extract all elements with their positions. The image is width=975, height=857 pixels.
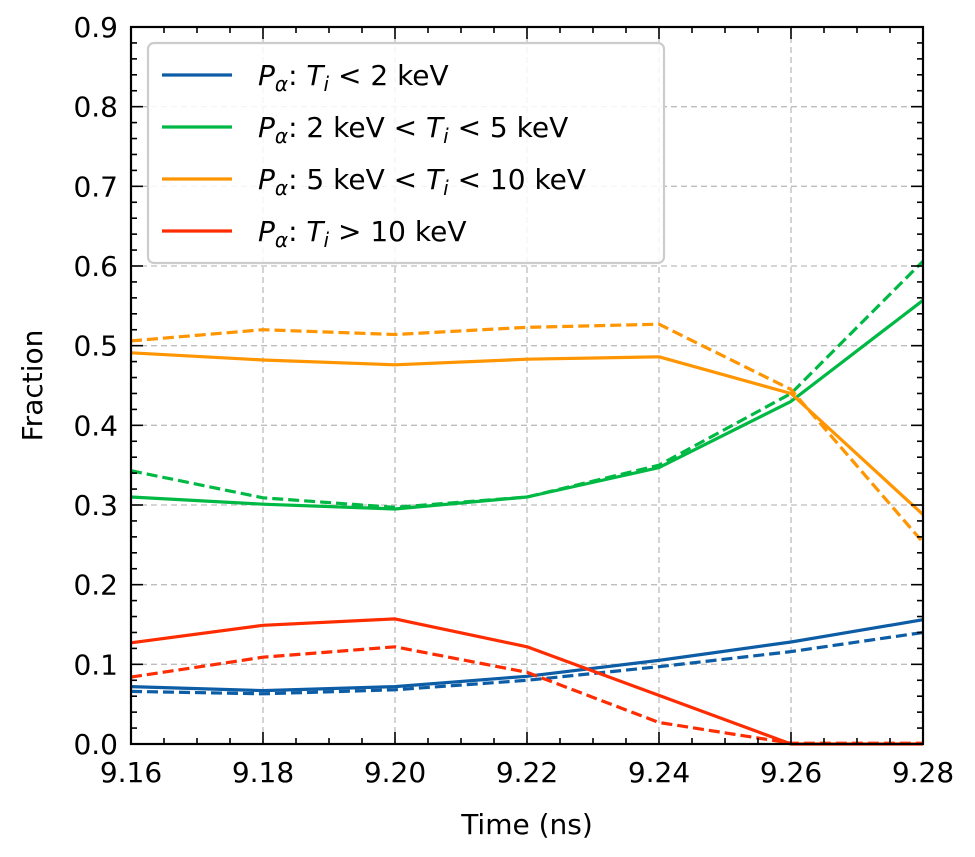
x-tick-label: 9.18	[232, 756, 294, 789]
x-tick-label: 9.28	[892, 756, 954, 789]
y-tick-label: 0.6	[73, 250, 118, 283]
series-line	[130, 618, 924, 693]
series-line	[130, 260, 925, 509]
series-line	[130, 351, 925, 516]
x-tick-label: 9.20	[364, 756, 426, 789]
y-tick-label: 0.2	[73, 569, 118, 602]
y-tick-label: 0.5	[73, 330, 118, 363]
y-tick-label: 0.9	[73, 11, 118, 44]
series-line	[130, 299, 924, 511]
y-tick-label: 0.7	[73, 170, 118, 203]
y-tick-label: 0.8	[73, 91, 118, 124]
series-line	[130, 322, 925, 544]
y-axis-title: Fraction	[16, 330, 49, 442]
x-tick-label: 9.26	[760, 756, 822, 789]
legend-label: Pα: Ti > 10 keV	[258, 215, 466, 252]
x-axis-title: Time (ns)	[460, 808, 593, 841]
legend-label: Pα: Ti < 2 keV	[258, 59, 449, 96]
y-tick-label: 0.4	[73, 409, 118, 442]
legend-label: Pα: 5 keV < Ti < 10 keV	[258, 163, 586, 200]
x-tick-label: 9.22	[496, 756, 558, 789]
y-tick-label: 0.0	[73, 728, 118, 761]
legend-label: Pα: 2 keV < Ti < 5 keV	[258, 111, 568, 148]
legend: Pα: Ti < 2 keV Pα: 2 keV < Ti < 5 keV Pα: …	[146, 41, 666, 265]
legend-box	[146, 41, 666, 265]
axis-ticks	[130, 26, 924, 745]
tick-labels: 9.16 9.18 9.20 9.22 9.24 9.26 9.28 0.0 0.1 0.2 0.3…	[73, 11, 954, 789]
series-line	[130, 630, 924, 696]
y-tick-label: 0.3	[73, 489, 118, 522]
y-tick-label: 0.1	[73, 648, 118, 681]
x-tick-label: 9.16	[100, 756, 162, 789]
x-tick-label: 9.24	[628, 756, 690, 789]
